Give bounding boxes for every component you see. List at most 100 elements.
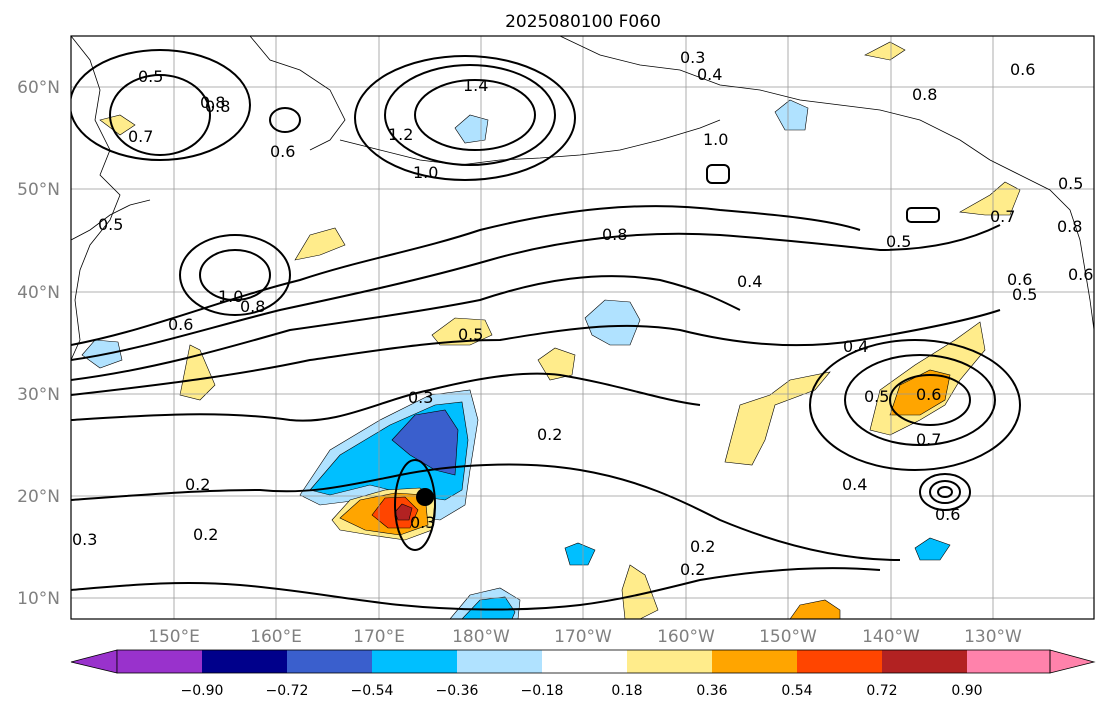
map-frame bbox=[70, 35, 1095, 620]
coastlines bbox=[71, 36, 1094, 361]
positive-anomaly-center-peak bbox=[394, 503, 413, 521]
contour-label: 0.5 bbox=[886, 232, 911, 251]
latitude-labels: 60°N 50°N 40°N 30°N 20°N 10°N bbox=[17, 78, 60, 609]
contour-box-1 bbox=[706, 164, 730, 184]
negative-anomaly-south-core bbox=[461, 596, 516, 619]
positive-anomaly-small-4 bbox=[179, 344, 216, 401]
colorbar-segment bbox=[882, 650, 967, 673]
figure-title: 2025080100 F060 bbox=[505, 12, 661, 32]
contour-0-3-main bbox=[71, 372, 701, 422]
negative-anomaly-tiny bbox=[564, 542, 596, 566]
lat-label: 50°N bbox=[17, 180, 60, 200]
colorbar-frame bbox=[116, 649, 1051, 674]
contour-label: 0.5 bbox=[458, 325, 483, 344]
colorbar-segment bbox=[287, 650, 372, 673]
colorbar-tick: −0.54 bbox=[351, 683, 394, 699]
colorbar-segment bbox=[117, 650, 202, 673]
lat-label: 40°N bbox=[17, 283, 60, 303]
contour-0-2-south bbox=[71, 463, 901, 561]
contour-label: 0.6 bbox=[1068, 265, 1093, 284]
lat-label: 20°N bbox=[17, 487, 60, 507]
lon-label: 150°E bbox=[148, 627, 200, 647]
contour-labels: 0.5 0.6 0.7 0.8 1.4 1.2 1.0 0.3 0.4 1.0 … bbox=[72, 48, 1093, 579]
positive-anomaly-small-3 bbox=[537, 347, 576, 381]
colorbar-segment bbox=[372, 650, 457, 673]
contour-0-6-nw bbox=[269, 107, 301, 133]
contour-label: 0.6 bbox=[935, 505, 960, 524]
contour-0-5-east bbox=[844, 354, 996, 446]
contour-label: 0.8 bbox=[205, 97, 230, 116]
positive-anomaly-east-core bbox=[889, 369, 951, 416]
contour-label: 0.7 bbox=[990, 207, 1015, 226]
contour-0-6-main bbox=[71, 224, 1001, 361]
negative-anomaly-north-2 bbox=[774, 99, 809, 131]
contour-1-4 bbox=[414, 79, 536, 151]
contour-0-7-nw bbox=[109, 74, 211, 156]
coastline-alaska bbox=[559, 36, 991, 161]
contour-label: 0.4 bbox=[842, 475, 867, 494]
contour-0-4-main bbox=[71, 309, 1001, 396]
positive-anomaly-small-1 bbox=[724, 371, 831, 466]
contour-box-2 bbox=[906, 207, 940, 223]
lat-label: 10°N bbox=[17, 589, 60, 609]
positive-anomaly-south-2 bbox=[789, 599, 841, 619]
contour-0-4-east bbox=[809, 339, 1021, 471]
lon-label: 160°W bbox=[657, 627, 715, 647]
contour-label: 0.2 bbox=[185, 475, 210, 494]
colorbar: −0.90 −0.72 −0.54 −0.36 −0.18 0.18 0.36 … bbox=[70, 649, 1096, 699]
contour-0-2-low bbox=[71, 567, 881, 611]
colorbar-segment bbox=[202, 650, 287, 673]
contour-1-2 bbox=[384, 64, 556, 166]
colorbar-tick: 0.72 bbox=[866, 683, 897, 699]
contour-label: 0.4 bbox=[843, 337, 868, 356]
contour-label: 0.6 bbox=[1010, 60, 1035, 79]
contour-0-5-nw bbox=[71, 49, 251, 161]
lon-label: 130°W bbox=[964, 627, 1022, 647]
contour-label: 0.3 bbox=[410, 513, 435, 532]
lon-label: 150°W bbox=[759, 627, 817, 647]
lon-label: 170°E bbox=[353, 627, 405, 647]
contour-label: 0.5 bbox=[1012, 285, 1037, 304]
contour-1-0-north bbox=[354, 55, 576, 181]
contour-0-8-ring bbox=[937, 486, 953, 498]
lat-label: 60°N bbox=[17, 78, 60, 98]
colorbar-right-extension bbox=[1049, 649, 1096, 674]
contour-label: 0.7 bbox=[128, 127, 153, 146]
contour-label: 0.3 bbox=[408, 388, 433, 407]
lon-label: 160°E bbox=[250, 627, 302, 647]
colorbar-segment bbox=[967, 650, 1050, 673]
colorbar-tick: 0.36 bbox=[696, 683, 727, 699]
contour-label: 0.3 bbox=[72, 530, 97, 549]
lon-label: 170°W bbox=[554, 627, 612, 647]
contour-label: 0.8 bbox=[240, 297, 265, 316]
positive-anomaly-small-6 bbox=[959, 181, 1021, 216]
contour-label: 0.6 bbox=[270, 142, 295, 161]
contour-label: 0.4 bbox=[737, 272, 762, 291]
colorbar-segment bbox=[627, 650, 712, 673]
contour-label: 1.4 bbox=[463, 76, 488, 95]
contour-label: 0.5 bbox=[98, 215, 123, 234]
coastline-aleutians bbox=[339, 119, 721, 166]
contour-label: 0.8 bbox=[1057, 217, 1082, 236]
positive-anomaly-small-2 bbox=[431, 317, 493, 346]
contour-label: 0.3 bbox=[680, 48, 705, 67]
contour-label: 0.5 bbox=[864, 387, 889, 406]
contour-label: 0.5 bbox=[138, 67, 163, 86]
longitude-labels: 150°E 160°E 170°E 180°W 170°W 160°W 150°… bbox=[148, 627, 1022, 647]
coastline-north-america bbox=[989, 159, 1094, 331]
contour-lines bbox=[71, 49, 1021, 611]
positive-anomaly-small-5 bbox=[294, 227, 346, 261]
contour-label: 1.0 bbox=[413, 163, 438, 182]
negative-anomaly-sw bbox=[914, 537, 951, 561]
colorbar-tick: 0.18 bbox=[611, 683, 642, 699]
map-area: 0.5 0.6 0.7 0.8 1.4 1.2 1.0 0.3 0.4 1.0 … bbox=[71, 36, 1094, 619]
colorbar-tick: −0.72 bbox=[266, 683, 309, 699]
coastline-kamchatka bbox=[249, 36, 346, 151]
colorbar-left-extension bbox=[70, 649, 118, 674]
colorbar-tick: −0.90 bbox=[181, 683, 224, 699]
contour-label: 0.6 bbox=[916, 385, 941, 404]
colorbar-segment bbox=[797, 650, 882, 673]
colorbar-segment bbox=[712, 650, 797, 673]
positive-anomaly-south bbox=[621, 564, 659, 619]
